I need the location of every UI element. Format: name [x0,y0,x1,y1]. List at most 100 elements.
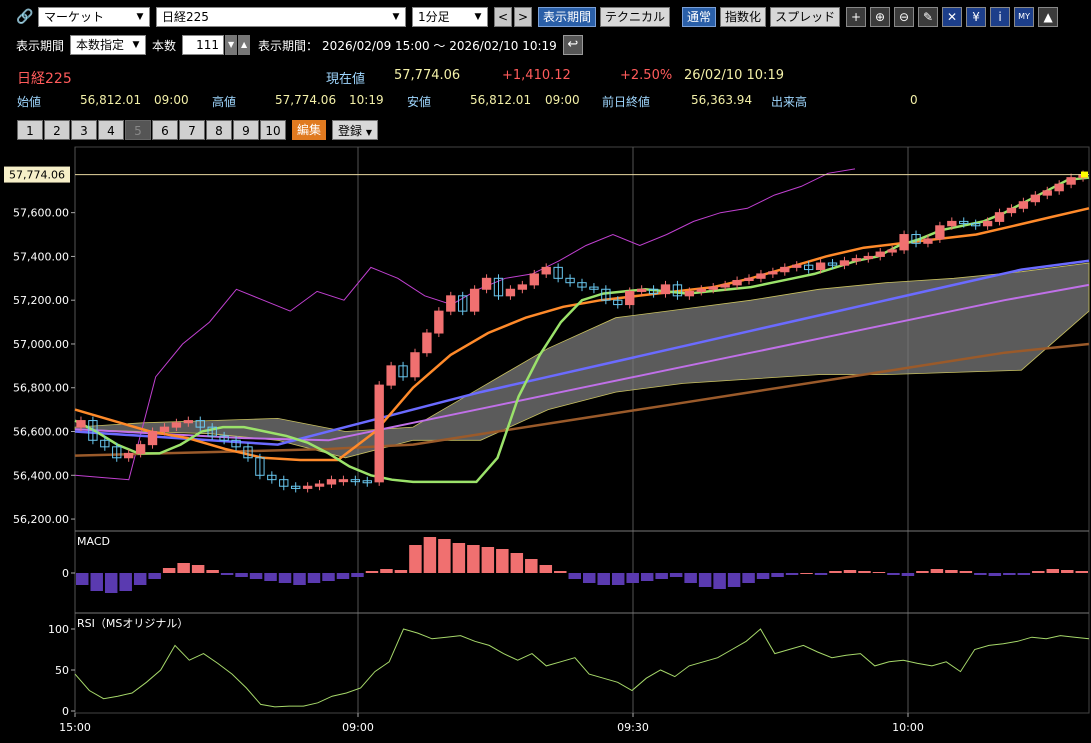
macd-bar [365,571,379,573]
candle-body [255,457,265,476]
candle-body [803,264,814,271]
link-icon[interactable]: 🔗 [16,9,34,25]
candle-body [338,479,349,483]
period-mode-value: 本数指定 [76,38,125,52]
macd-bar [930,569,944,573]
chevron-down-icon: ▼ [136,12,144,22]
macd-bar [438,539,451,573]
candle-body [565,277,575,284]
candle-body [88,420,98,441]
zoom-in-icon[interactable]: ⊕ [870,7,891,27]
current-label: 現在値 [326,72,366,87]
count-down-icon[interactable]: ▼ [225,35,238,55]
chart-tab-10[interactable]: 10 [260,120,286,140]
macd-bar [220,573,234,575]
chart-tab-9[interactable]: 9 [233,120,259,140]
candle-body [493,277,504,297]
y-tick-label: 57,400.00 [13,250,69,263]
macd-bar [307,573,321,583]
candle-body [708,286,718,290]
register-button[interactable]: 登録 ▼ [332,120,379,140]
candle-body [553,266,563,279]
period-label: 表示期間 [16,38,65,53]
interval-select[interactable]: 1分足 ▼ [412,7,488,27]
chart-tab-8[interactable]: 8 [206,120,232,140]
chart-tab-6[interactable]: 6 [152,120,178,140]
index-button[interactable]: 指数化 [720,7,767,27]
low-value: 56,812.01 [470,93,532,107]
candle-body [517,284,528,290]
macd-bar [104,573,118,593]
pencil-icon[interactable]: ✎ [918,7,939,27]
chart-tab-2[interactable]: 2 [44,120,70,140]
yen-icon[interactable]: ¥ [966,7,987,27]
prev-button[interactable]: < [494,7,512,27]
trendline-icon[interactable]: ✕ [942,7,963,27]
volume-label: 出来高 [771,95,808,109]
technical-button[interactable]: テクニカル [600,7,671,27]
chart-tab-5[interactable]: 5 [125,120,151,140]
normal-button[interactable]: 通常 [682,7,717,27]
candle-body [374,384,384,483]
macd-bar [336,573,350,579]
chevron-down-icon: ▼ [132,40,140,50]
candle-body [279,479,289,487]
candle-body [923,238,933,244]
symbol-select[interactable]: 日経225 ▼ [156,7,406,27]
candle-body [434,310,444,334]
macd-bar [177,563,190,573]
macd-bar [988,573,1002,576]
display-period-button[interactable]: 表示期間 [538,7,597,27]
macd-bar [669,573,683,577]
ichimoku-cloud [74,262,1090,459]
macd-bar [698,573,712,587]
candle-body [660,284,671,295]
zoom-out-icon[interactable]: ⊖ [894,7,915,27]
prev-close-value: 56,363.94 [691,93,753,107]
candle-body [1030,194,1040,203]
ma-longer-line [74,283,1090,442]
info-icon[interactable]: i [990,7,1011,27]
chart-tab-3[interactable]: 3 [71,120,97,140]
macd-bar [1003,573,1016,575]
candle-body [875,251,885,257]
current-price-marker [1081,171,1088,178]
macd-bar [655,573,668,579]
chart-area[interactable]: 57,600.00 57,400.00 57,200.00 57,000.00 56,8… [0,145,1091,743]
crosshair-icon[interactable]: + [846,7,867,27]
macd-bar [1061,570,1074,573]
count-input[interactable]: 111 [182,35,225,55]
candle-body [243,446,253,459]
chart-tab-1[interactable]: 1 [17,120,43,140]
macd-zero-label: 0 [62,567,69,580]
candle-body [505,288,516,297]
chart-tab-7[interactable]: 7 [179,120,205,140]
area-chart-icon[interactable]: ▲ [1038,7,1059,27]
next-button[interactable]: > [514,7,532,27]
edit-button[interactable]: 編集 [292,120,327,140]
rsi-tick-label: 100 [48,623,69,636]
symbol-name: 日経225 [17,71,72,87]
macd-bar [249,573,263,579]
period-mode-select[interactable]: 本数指定 ▼ [70,35,147,55]
macd-bar [626,573,639,583]
macd-bar [568,573,581,579]
count-up-icon[interactable]: ▲ [238,35,251,55]
y-tick-label: 56,200.00 [13,513,69,526]
chart-tab-4[interactable]: 4 [98,120,124,140]
macd-bar [901,573,915,576]
market-select[interactable]: マーケット ▼ [38,7,150,27]
candle-body [839,260,850,266]
reset-icon[interactable]: ↩ [562,35,583,55]
my-chart-icon[interactable]: MY [1014,7,1035,27]
candle-body [863,255,873,260]
macd-bar [1075,571,1088,573]
candle-body [756,273,766,279]
candle-body [613,299,623,306]
candle-body [994,212,1005,222]
candle-body [935,225,945,240]
candle-body [780,266,790,273]
quote-line-1: 日経225 現在値 57,774.06 +1,410.12 +2.50% 26/… [0,68,1091,87]
spread-button[interactable]: スプレッド [770,7,841,27]
macd-bar [525,559,538,573]
